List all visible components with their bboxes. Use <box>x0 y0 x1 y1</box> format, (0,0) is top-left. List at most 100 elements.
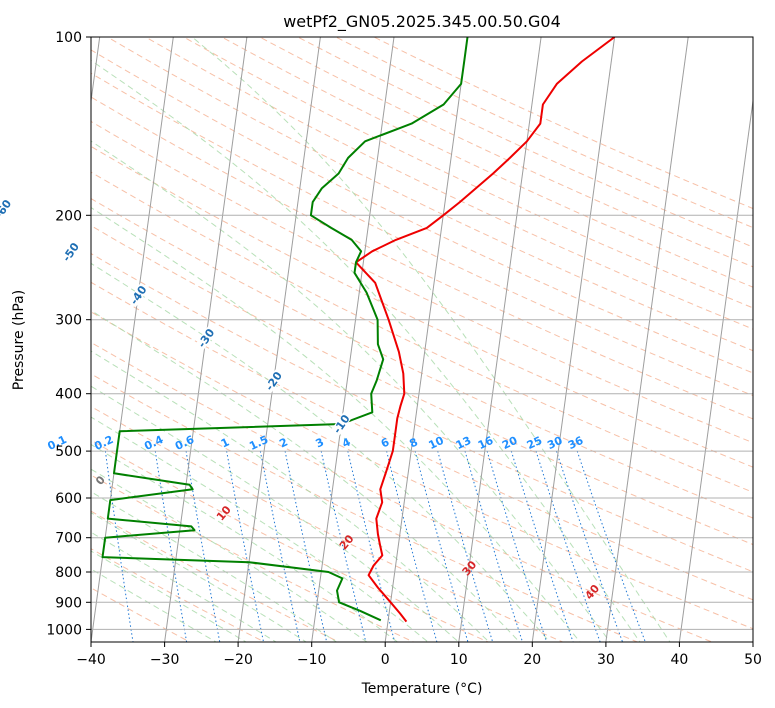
y-tick-label: 1000 <box>46 622 82 638</box>
dry-adiabat <box>91 252 753 573</box>
profiles <box>101 37 616 623</box>
y-tick-label: 500 <box>55 444 82 460</box>
mixing-ratio-line <box>226 451 265 642</box>
x-tick-label: 0 <box>381 652 390 668</box>
dry-adiabat <box>91 439 490 642</box>
chart-title: wetPf2_GN05.2025.345.00.50.G04 <box>283 12 561 32</box>
mixing-ratio-label: 0.2 <box>92 433 115 453</box>
y-tick-label: 800 <box>55 565 82 581</box>
y-tick-label: 100 <box>55 30 82 46</box>
isotherm <box>531 37 616 642</box>
moist-adiabat <box>91 531 277 642</box>
isotherm <box>458 37 542 642</box>
mixing-ratio-label: 6 <box>379 435 392 450</box>
y-tick-label: 300 <box>55 313 82 329</box>
dry-adiabat-label: 10 <box>214 503 234 523</box>
moist-adiabat <box>91 468 368 642</box>
isotherm-label: -30 <box>195 326 217 350</box>
moist-adiabat <box>91 550 247 642</box>
isotherm <box>678 97 753 642</box>
mixing-ratio-label: 13 <box>454 434 473 452</box>
mixing-ratio-line <box>464 450 524 642</box>
dry-adiabat <box>91 405 564 642</box>
isotherm <box>311 37 395 642</box>
mixing-ratio-line <box>104 451 134 642</box>
x-tick-label: 20 <box>523 652 541 668</box>
y-tick-label: 200 <box>55 208 82 224</box>
y-tick-label: 900 <box>55 595 82 611</box>
x-tick-label: 10 <box>450 652 468 668</box>
moist-adiabat <box>91 140 611 642</box>
mixing-ratio-label: 4 <box>340 435 353 450</box>
isotherm <box>237 37 321 642</box>
dry-adiabat <box>296 37 753 248</box>
isotherm-label: -10 <box>331 412 353 436</box>
mixing-ratio-line <box>486 450 548 642</box>
y-tick-label: 700 <box>55 531 82 547</box>
x-tick-label: −10 <box>297 652 327 668</box>
isotherm-label: -50 <box>60 240 82 264</box>
dry-adiabat <box>106 37 753 352</box>
mixing-ratio-line <box>437 450 494 642</box>
line-labels: 0.10.20.40.611.52346810131620253036-100-… <box>0 197 603 602</box>
grid <box>91 36 753 630</box>
y-tick-label: 400 <box>55 387 82 403</box>
isotherm <box>384 37 468 642</box>
mixing-ratio-label: 30 <box>545 434 565 452</box>
dry-adiabat-label: 20 <box>337 532 357 552</box>
mixing-ratio-label: 1 <box>219 435 231 450</box>
x-tick-label: 40 <box>670 652 688 668</box>
moist-adiabat <box>191 37 671 642</box>
mixing-ratio-line <box>284 451 328 642</box>
dry-adiabat <box>91 474 415 642</box>
dry-adiabat <box>372 37 753 210</box>
dry-adiabat <box>91 120 753 444</box>
mixing-ratio-line <box>259 451 301 642</box>
mixing-ratio-label: 2 <box>277 435 289 450</box>
isotherm <box>752 638 753 642</box>
moist-adiabat <box>91 262 551 642</box>
x-tick-label: 50 <box>744 652 762 668</box>
y-axis-title: Pressure (hPa) <box>11 290 27 390</box>
moist-adiabat <box>91 309 521 642</box>
dry-adiabat <box>91 72 753 397</box>
isotherm-label: -60 <box>0 197 14 221</box>
plot-frame <box>90 36 754 643</box>
dry-adiabat <box>91 171 753 493</box>
mixing-ratio-label: 0.4 <box>142 433 165 453</box>
y-axis: 100 200 300 400 500 600 700 800 900 1000 <box>46 30 91 638</box>
dry-adiabat <box>91 225 753 546</box>
dry-adiabat <box>91 197 753 519</box>
dry-adiabat <box>91 96 753 420</box>
x-tick-label: −40 <box>76 652 106 668</box>
y-tick-label: 600 <box>55 491 82 507</box>
mixing-ratio-label: 10 <box>427 434 447 452</box>
dry-adiabat <box>91 341 714 642</box>
background-lines <box>91 37 753 642</box>
mixing-ratio-label: 36 <box>566 434 586 452</box>
mixing-ratio-line <box>347 450 396 642</box>
isotherm-label: -40 <box>128 283 150 307</box>
x-tick-label: 30 <box>597 652 615 668</box>
mixing-ratio-label: 25 <box>525 434 544 452</box>
dewpoint-profile-line <box>101 37 469 622</box>
dry-adiabat <box>91 311 753 630</box>
moist-adiabat <box>91 491 338 642</box>
mixing-ratio-label: 1.5 <box>247 433 270 453</box>
mixing-ratio-label: 16 <box>476 434 496 452</box>
dry-adiabat <box>91 145 753 468</box>
dry-adiabat <box>91 281 753 601</box>
dry-adiabat <box>182 37 753 309</box>
isotherm <box>91 37 101 105</box>
temperature-profile-line <box>355 37 616 623</box>
mixing-ratio-line <box>386 450 438 642</box>
dry-adiabat <box>258 37 753 268</box>
x-tick-label: −30 <box>150 652 180 668</box>
dry-adiabat <box>220 37 753 288</box>
dry-adiabat <box>91 49 753 374</box>
mixing-ratio-label: 20 <box>500 434 520 452</box>
dry-adiabat <box>91 373 639 642</box>
x-tick-label: −20 <box>223 652 253 668</box>
moist-adiabat <box>91 568 218 642</box>
